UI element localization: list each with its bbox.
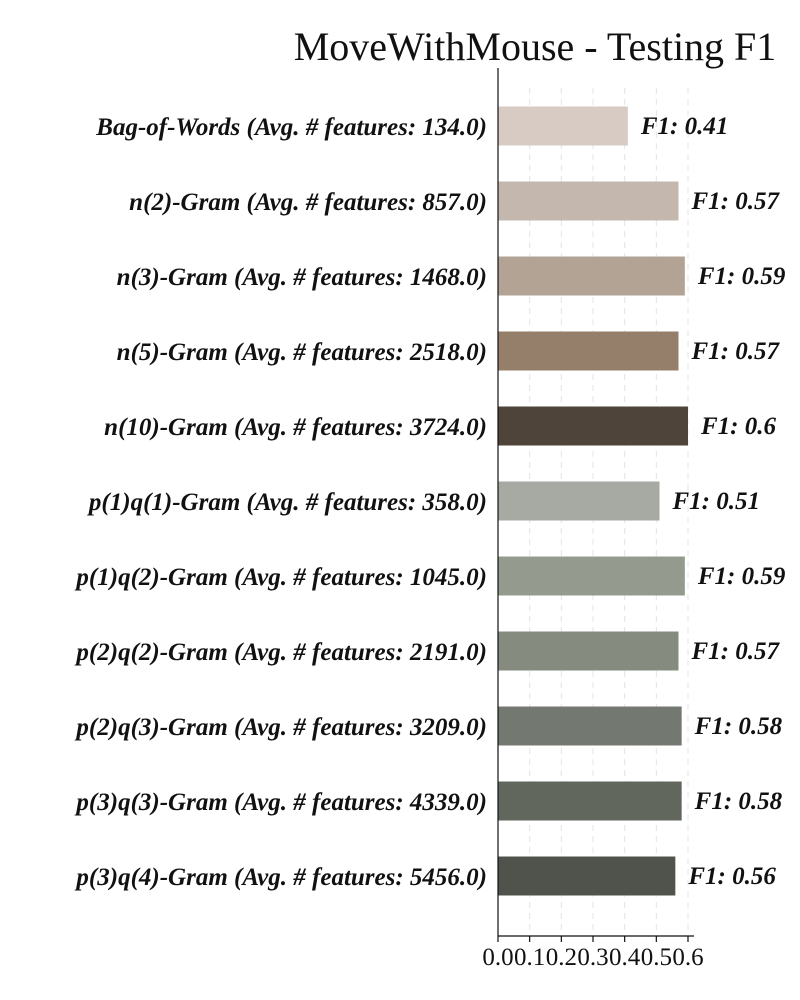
- value-label-3: F1: 0.57: [691, 338, 781, 365]
- bars: Bag-of-Words (Avg. # features: 134.0) F1:…: [74, 106, 786, 896]
- value-label-1: F1: 0.57: [691, 188, 781, 215]
- category-label-5: p(1)q(1)-Gram (Avg. # features: 358.0): [87, 489, 487, 516]
- value-label-0: F1: 0.41: [640, 113, 729, 140]
- bar-0: [498, 106, 628, 146]
- bar-8: [498, 706, 682, 746]
- x-tick-label-2: 0.2: [546, 944, 577, 971]
- x-tick-label-4: 0.4: [609, 944, 641, 971]
- category-label-2: n(3)-Gram (Avg. # features: 1468.0): [117, 264, 487, 291]
- bar-10: [498, 856, 676, 896]
- x-tick-label-0: 0.0: [482, 944, 513, 971]
- value-label-9: F1: 0.58: [694, 788, 783, 815]
- category-label-9: p(3)q(3)-Gram (Avg. # features: 4339.0): [74, 789, 487, 816]
- bar-3: [498, 331, 679, 371]
- chart-title: MoveWithMouse - Testing F1: [294, 24, 777, 69]
- x-tick-label-6: 0.6: [672, 944, 703, 971]
- x-tick-label-5: 0.5: [641, 944, 672, 971]
- category-label-1: n(2)-Gram (Avg. # features: 857.0): [129, 189, 487, 216]
- bar-9: [498, 781, 682, 821]
- category-label-3: n(5)-Gram (Avg. # features: 2518.0): [117, 339, 487, 366]
- bar-7: [498, 631, 679, 671]
- value-label-7: F1: 0.57: [691, 638, 781, 665]
- bar-1: [498, 181, 679, 221]
- category-label-0: Bag-of-Words (Avg. # features: 134.0): [95, 114, 487, 141]
- x-tick-label-1: 0.1: [514, 944, 545, 971]
- bar-2: [498, 256, 685, 296]
- value-label-2: F1: 0.59: [697, 263, 786, 290]
- value-label-10: F1: 0.56: [687, 863, 776, 890]
- value-label-5: F1: 0.51: [672, 488, 761, 515]
- value-label-4: F1: 0.6: [700, 413, 777, 440]
- category-label-7: p(2)q(2)-Gram (Avg. # features: 2191.0): [74, 639, 487, 666]
- x-tick-label-3: 0.3: [577, 944, 608, 971]
- bar-5: [498, 481, 660, 521]
- value-label-8: F1: 0.58: [694, 713, 783, 740]
- category-label-10: p(3)q(4)-Gram (Avg. # features: 5456.0): [74, 864, 487, 891]
- bar-6: [498, 556, 685, 596]
- category-label-4: n(10)-Gram (Avg. # features: 3724.0): [104, 414, 487, 441]
- bar-4: [498, 406, 688, 446]
- axes: 0.0 0.1 0.2 0.3 0.4 0.5 0.6: [482, 68, 704, 971]
- category-label-6: p(1)q(2)-Gram (Avg. # features: 1045.0): [74, 564, 487, 591]
- category-label-8: p(2)q(3)-Gram (Avg. # features: 3209.0): [74, 714, 487, 741]
- value-label-6: F1: 0.59: [697, 563, 786, 590]
